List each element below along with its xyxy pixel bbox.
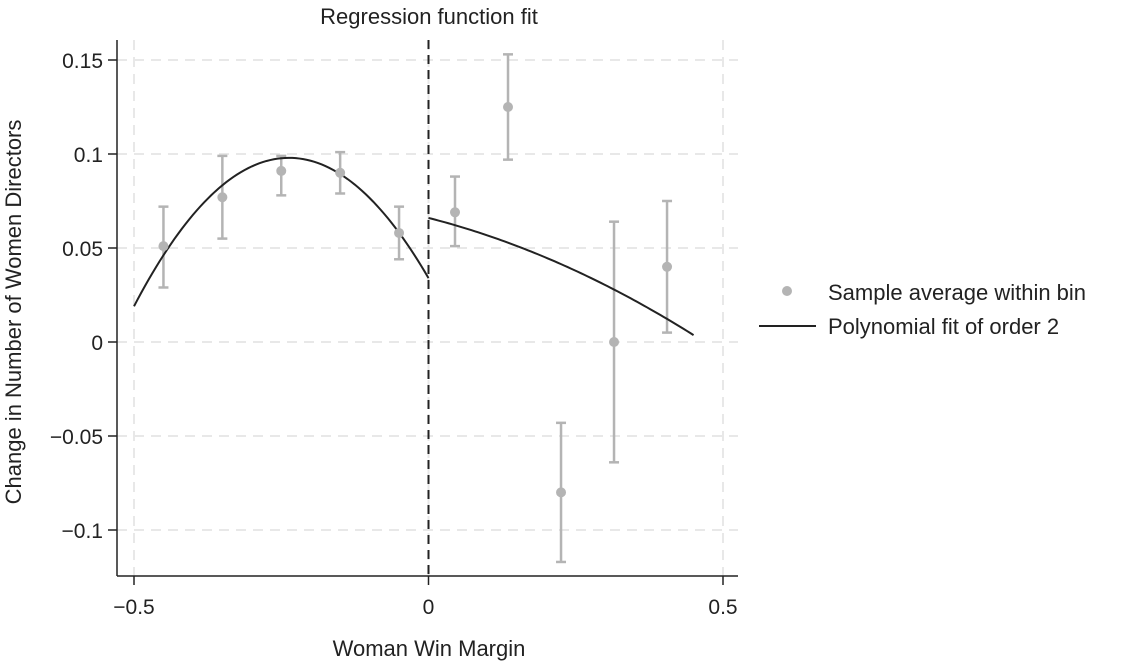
legend-marker-point (782, 286, 792, 296)
x-tick-label: 0.5 (708, 596, 737, 619)
x-axis-label: Woman Win Margin (333, 636, 526, 661)
data-point (335, 167, 346, 178)
axes (108, 40, 738, 585)
fit-line (428, 216, 695, 336)
legend-label-points: Sample average within bin (828, 280, 1086, 305)
legend: Sample average within bin Polynomial fit… (759, 280, 1086, 339)
data-point (556, 487, 567, 498)
x-tick-label: 0 (423, 596, 435, 619)
data-point (394, 227, 405, 238)
x-tick-labels: −0.5 0 0.5 (113, 596, 737, 619)
y-tick-label: 0.1 (74, 144, 103, 167)
chart-title: Regression function fit (320, 4, 538, 29)
data-point (158, 241, 169, 252)
y-tick-labels: −0.1 −0.05 0 0.05 0.1 0.15 (50, 50, 103, 543)
x-tick-label: −0.5 (113, 596, 154, 619)
error-bars (158, 53, 673, 564)
y-tick-label: 0.15 (62, 50, 103, 73)
y-tick-label: −0.1 (62, 520, 103, 543)
legend-label-fit: Polynomial fit of order 2 (828, 314, 1059, 339)
data-point (503, 102, 514, 112)
data-point (662, 261, 673, 272)
data-point (217, 192, 228, 203)
data-points (158, 102, 673, 498)
y-tick-label: −0.05 (50, 426, 103, 449)
y-axis-label: Change in Number of Women Directors (1, 120, 26, 505)
data-point (450, 207, 461, 218)
y-tick-label: 0.05 (62, 238, 103, 261)
y-tick-label: 0 (91, 332, 103, 355)
data-point (609, 337, 620, 347)
data-point (276, 165, 287, 176)
fit-lines (133, 156, 695, 336)
fit-line (133, 156, 430, 307)
